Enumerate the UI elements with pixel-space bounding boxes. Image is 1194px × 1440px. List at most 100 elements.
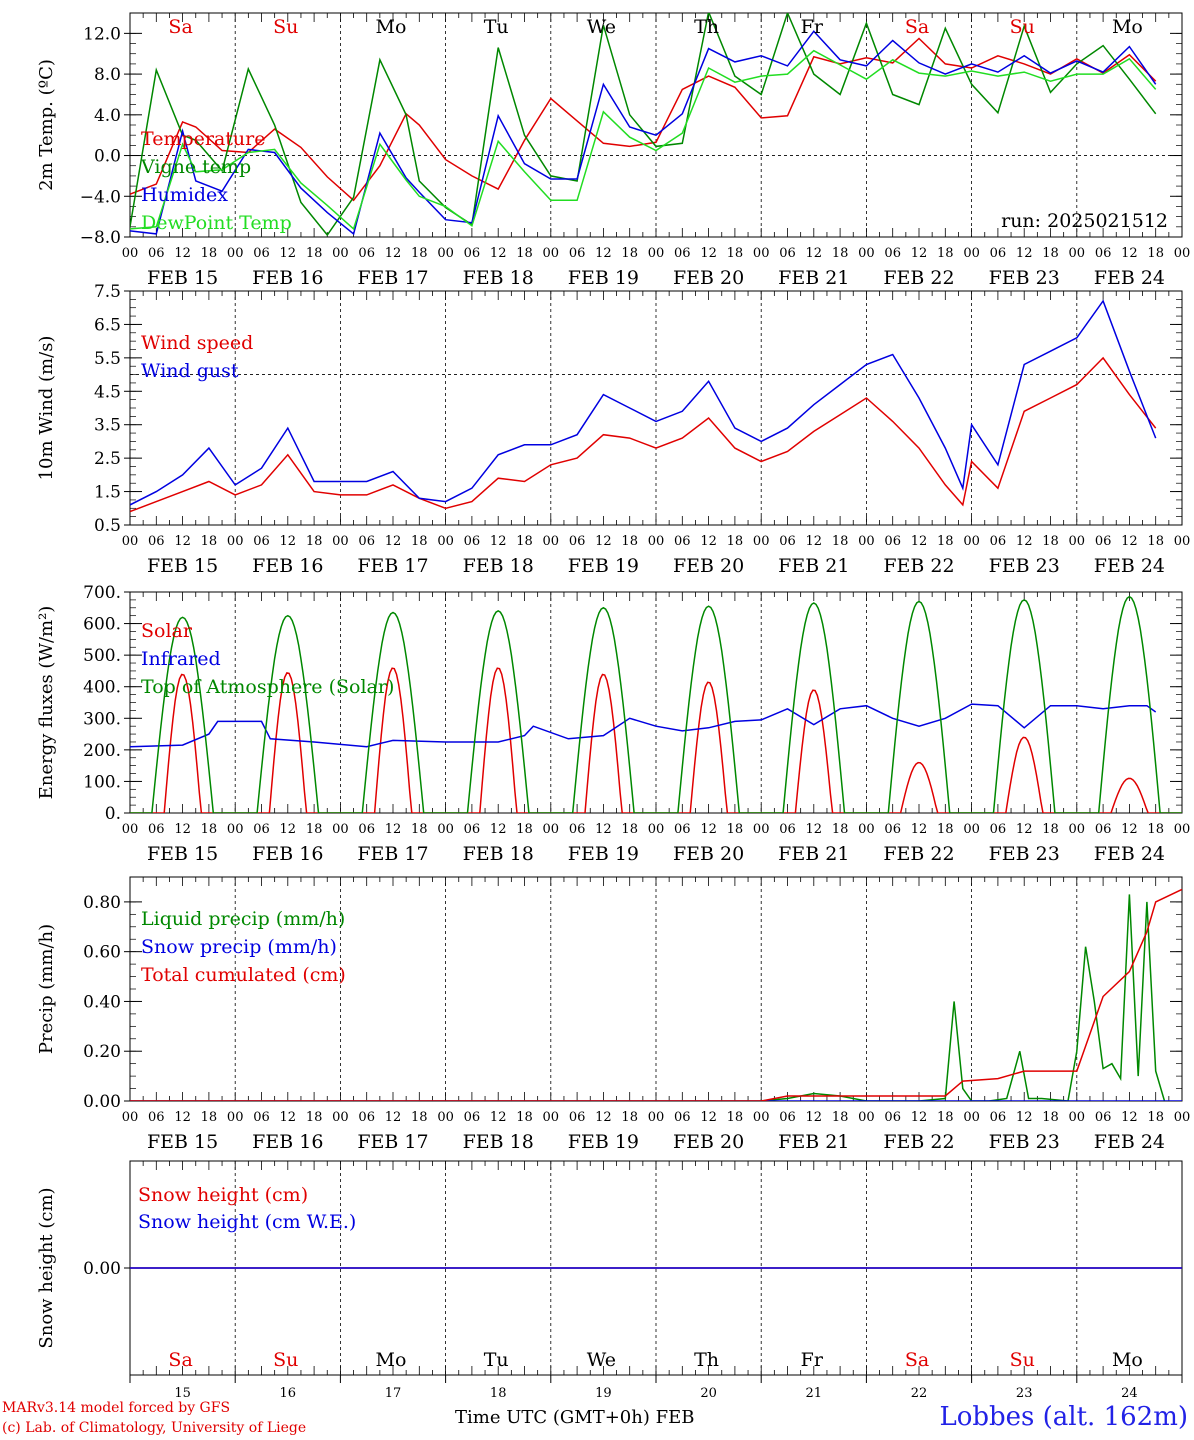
- day-abbr-top: Su: [273, 16, 298, 38]
- legend-entry: Temperature: [141, 128, 265, 150]
- y-tick-label: 5.5: [94, 349, 121, 369]
- hour-tick-label: 18: [727, 1110, 744, 1125]
- day-number: 15: [174, 1386, 191, 1401]
- panel-frame-1: [129, 12, 1183, 238]
- date-label: FEB 22: [883, 555, 954, 577]
- hour-tick-label: 12: [280, 246, 297, 261]
- hour-tick-label: 18: [516, 246, 533, 261]
- hour-tick-label: 06: [779, 246, 796, 261]
- hour-tick-label: 06: [674, 534, 691, 549]
- panel-series-1: [130, 13, 1157, 237]
- date-label: FEB 24: [1094, 267, 1165, 289]
- hour-tick-label: 18: [621, 822, 638, 837]
- day-number: 23: [1016, 1386, 1033, 1401]
- day-abbr-bottom: Sa: [905, 1349, 929, 1371]
- location-title: Lobbes (alt. 162m): [939, 1402, 1188, 1432]
- hour-tick-label: 12: [700, 822, 717, 837]
- hour-tick-label: 06: [148, 534, 165, 549]
- y-tick-label: 0.00: [83, 1259, 121, 1279]
- hour-tick-label: 00: [753, 246, 770, 261]
- panel-series-3: [130, 595, 1182, 813]
- hour-tick-label: 18: [727, 822, 744, 837]
- date-label: FEB 17: [357, 843, 428, 865]
- hour-tick-label: 00: [648, 534, 665, 549]
- day-number: 19: [595, 1386, 612, 1401]
- date-label: FEB 21: [778, 843, 849, 865]
- hour-tick-label: 18: [411, 246, 428, 261]
- series-line-liquid-precip-mm-h-: [130, 894, 1166, 1101]
- day-number: 24: [1121, 1386, 1138, 1401]
- date-label: FEB 18: [463, 1131, 534, 1153]
- date-label: FEB 24: [1094, 1131, 1165, 1153]
- hour-tick-label: 00: [753, 822, 770, 837]
- date-label: FEB 22: [883, 267, 954, 289]
- y-tick-label: 0.00: [83, 1092, 121, 1112]
- date-label: FEB 16: [252, 843, 323, 865]
- hour-tick-label: 18: [1147, 1110, 1164, 1125]
- date-label: FEB 16: [252, 267, 323, 289]
- date-label: FEB 23: [989, 555, 1060, 577]
- hour-tick-label: 18: [832, 534, 849, 549]
- hour-tick-label: 18: [727, 246, 744, 261]
- legend-entry: Total cumulated (cm): [141, 964, 346, 986]
- date-label: FEB 15: [147, 843, 218, 865]
- legend-entry: Wind gust: [141, 360, 239, 382]
- y-tick-label: 0.5: [94, 516, 121, 536]
- y-tick-label: 100.: [83, 772, 121, 792]
- legend-entry: DewPoint Temp: [141, 212, 292, 234]
- date-label: FEB 19: [568, 555, 639, 577]
- hour-tick-label: 00: [1069, 534, 1086, 549]
- hour-tick-label: 00: [963, 534, 980, 549]
- hour-tick-label: 18: [516, 1110, 533, 1125]
- hour-tick-label: 12: [806, 534, 823, 549]
- date-label: FEB 18: [463, 843, 534, 865]
- hour-tick-label: 06: [674, 822, 691, 837]
- time-axis-text: Time UTC (GMT+0h): [455, 1407, 650, 1428]
- hour-tick-label: 12: [911, 1110, 928, 1125]
- y-tick-label: 4.5: [94, 382, 121, 402]
- date-label: FEB 15: [147, 267, 218, 289]
- date-label: FEB 17: [357, 1131, 428, 1153]
- series-line-temperature: [130, 37, 1157, 202]
- date-label: FEB 21: [778, 555, 849, 577]
- hour-tick-label: 06: [674, 246, 691, 261]
- date-label: FEB 21: [778, 1131, 849, 1153]
- hour-tick-label: 06: [464, 246, 481, 261]
- y-tick-label: 4.0: [94, 106, 121, 126]
- legend-entry: Top of Atmosphere (Solar): [141, 676, 394, 698]
- legend-entry: Snow precip (mm/h): [141, 936, 337, 958]
- y-tick-label: −4.0: [80, 187, 121, 207]
- hour-tick-label: 18: [306, 246, 323, 261]
- y-tick-label: 12.0: [83, 24, 121, 44]
- day-abbr-top: Sa: [905, 16, 929, 38]
- hour-tick-label: 00: [1174, 246, 1191, 261]
- hour-tick-label: 06: [779, 534, 796, 549]
- hour-tick-label: 12: [595, 246, 612, 261]
- hour-tick-label: 00: [753, 1110, 770, 1125]
- hour-tick-label: 12: [595, 1110, 612, 1125]
- date-label: FEB 18: [463, 555, 534, 577]
- hour-tick-label: 06: [990, 1110, 1007, 1125]
- panel-series-4: [130, 888, 1182, 1101]
- date-label: FEB 19: [568, 267, 639, 289]
- y-tick-label: 300.: [83, 709, 121, 729]
- hour-tick-label: 18: [516, 822, 533, 837]
- hour-tick-label: 00: [858, 246, 875, 261]
- day-abbr-top: Sa: [168, 16, 192, 38]
- hour-tick-label: 12: [280, 534, 297, 549]
- hour-tick-label: 18: [621, 1110, 638, 1125]
- hour-tick-label: 12: [595, 534, 612, 549]
- hour-tick-label: 18: [1147, 246, 1164, 261]
- hour-tick-label: 06: [990, 534, 1007, 549]
- hour-tick-label: 18: [306, 822, 323, 837]
- date-label: FEB 20: [673, 555, 744, 577]
- hour-tick-label: 18: [306, 534, 323, 549]
- hour-tick-label: 06: [1095, 1110, 1112, 1125]
- hour-tick-label: 06: [148, 1110, 165, 1125]
- legend-entry: Vigne temp: [140, 156, 251, 178]
- y-tick-label: 200.: [83, 741, 121, 761]
- day-abbr-top: Mo: [1112, 16, 1143, 38]
- day-abbr-top: We: [587, 16, 616, 38]
- hour-tick-label: 06: [253, 534, 270, 549]
- hour-tick-label: 12: [1121, 1110, 1138, 1125]
